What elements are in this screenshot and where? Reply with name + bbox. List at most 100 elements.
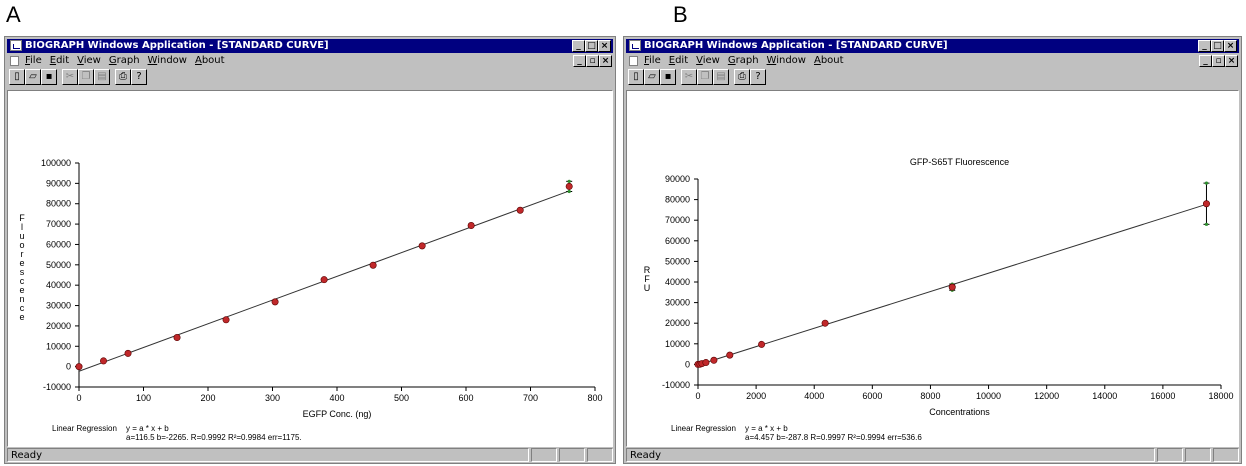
child-close-button[interactable]: × [599, 55, 612, 67]
x-tick-label: 100 [136, 393, 151, 403]
replicate-point [567, 189, 571, 194]
data-point [467, 222, 475, 230]
document-icon[interactable] [10, 56, 19, 66]
replicate-point [567, 179, 571, 183]
menu-window[interactable]: Window [147, 55, 187, 66]
data-point [100, 357, 108, 365]
child-restore-button[interactable]: ▫ [586, 55, 599, 67]
x-axis-label: Concentrations [929, 407, 990, 417]
menu-file[interactable]: File [644, 55, 661, 66]
y-tick-label: 20000 [46, 321, 71, 331]
chart-area: -10000 0 10000 20000 30000 40000 50000 60000 700… [7, 90, 613, 447]
menu-edit[interactable]: Edit [668, 55, 689, 66]
y-tick-label: 0 [685, 359, 690, 369]
print-icon[interactable]: ⎙ [734, 69, 750, 85]
toolbar: ▯ ▱ ▪ ✂ ❐ ▤ ⎙ ? [9, 69, 147, 87]
y-tick-label: 20000 [665, 318, 690, 328]
y-tick-label: -10000 [43, 382, 71, 392]
y-tick-label: 70000 [665, 215, 690, 225]
y-tick-label: 30000 [46, 301, 71, 311]
paste-icon[interactable]: ▤ [94, 69, 110, 85]
data-point [320, 276, 328, 284]
document-icon[interactable] [629, 56, 638, 66]
regression-parameters: a=4.457 b=-287.8 R=0.9997 R²=0.9994 err=… [745, 433, 922, 442]
data-point [758, 340, 766, 348]
x-tick-label: 200 [200, 393, 215, 403]
minimize-button[interactable]: _ [1198, 40, 1211, 52]
save-icon[interactable]: ▪ [660, 69, 676, 85]
data-point [710, 356, 718, 364]
data-point [75, 363, 83, 371]
new-file-icon[interactable]: ▯ [628, 69, 644, 85]
x-tick-label: 800 [587, 393, 602, 403]
data-point [271, 298, 279, 306]
y-tick-label: 50000 [46, 260, 71, 270]
menu-graph[interactable]: Graph [727, 55, 759, 66]
help-icon[interactable]: ? [131, 69, 147, 85]
open-folder-icon[interactable]: ▱ [25, 69, 41, 85]
new-file-icon[interactable]: ▯ [9, 69, 25, 85]
data-point [702, 359, 710, 367]
help-icon[interactable]: ? [750, 69, 766, 85]
paste-icon[interactable]: ▤ [713, 69, 729, 85]
x-tick-label: 700 [523, 393, 538, 403]
menu-about[interactable]: About [194, 55, 225, 66]
copy-icon[interactable]: ❐ [697, 69, 713, 85]
child-close-button[interactable]: × [1225, 55, 1238, 67]
title-bar[interactable]: BIOGRAPH Windows Application - [STANDARD… [626, 39, 1239, 53]
maximize-button[interactable]: □ [1211, 40, 1224, 52]
data-point [726, 351, 734, 359]
menu-about[interactable]: About [813, 55, 844, 66]
regression-label: Linear Regression [671, 424, 736, 433]
print-icon[interactable]: ⎙ [115, 69, 131, 85]
menu-graph[interactable]: Graph [108, 55, 140, 66]
menu-edit[interactable]: Edit [49, 55, 70, 66]
y-tick-label: 40000 [665, 277, 690, 287]
x-tick-label: 4000 [804, 391, 824, 401]
menu-window[interactable]: Window [766, 55, 806, 66]
child-restore-button[interactable]: ▫ [1212, 55, 1225, 67]
panel-label-a: A [6, 2, 21, 27]
status-cell [1157, 448, 1183, 462]
cut-icon[interactable]: ✂ [62, 69, 78, 85]
x-tick-label: 10000 [976, 391, 1001, 401]
menu-file[interactable]: File [25, 55, 42, 66]
child-minimize-button[interactable]: _ [1199, 55, 1212, 67]
menu-view[interactable]: View [696, 55, 720, 66]
copy-icon[interactable]: ❐ [78, 69, 94, 85]
standard-curve-chart: -10000 0 10000 20000 30000 40000 50000 60000 700… [19, 158, 602, 442]
y-tick-label: 90000 [46, 178, 71, 188]
close-button[interactable]: × [1224, 40, 1237, 52]
close-button[interactable]: × [598, 40, 611, 52]
y-tick-label: 30000 [665, 298, 690, 308]
maximize-button[interactable]: □ [585, 40, 598, 52]
data-point [565, 182, 573, 190]
toolbar: ▯ ▱ ▪ ✂ ❐ ▤ ⎙ ? [628, 69, 766, 87]
y-tick-label: 60000 [665, 236, 690, 246]
minimize-button[interactable]: _ [572, 40, 585, 52]
child-minimize-button[interactable]: _ [573, 55, 586, 67]
open-folder-icon[interactable]: ▱ [644, 69, 660, 85]
title-bar[interactable]: BIOGRAPH Windows Application - [STANDARD… [7, 39, 613, 53]
chart-title: GFP-S65T Fluorescence [910, 157, 1009, 167]
cut-icon[interactable]: ✂ [681, 69, 697, 85]
regression-equation: y = a * x + b [745, 424, 788, 433]
menu-bar: File Edit View Graph Window About _ ▫ × [7, 54, 613, 68]
save-icon[interactable]: ▪ [41, 69, 57, 85]
data-point [222, 316, 230, 324]
y-tick-label: 10000 [665, 339, 690, 349]
data-point [418, 242, 426, 250]
status-cell [531, 448, 557, 462]
regression-label: Linear Regression [52, 424, 117, 433]
x-tick-label: 500 [394, 393, 409, 403]
x-tick-label: 8000 [920, 391, 940, 401]
menu-view[interactable]: View [77, 55, 101, 66]
status-bar: Ready [7, 448, 613, 462]
regression-parameters: a=116.5 b=-2265. R=0.9992 R²=0.9984 err=… [126, 433, 302, 442]
status-text: Ready [626, 448, 1155, 462]
status-cell [559, 448, 585, 462]
app-icon[interactable] [10, 40, 22, 51]
app-icon[interactable] [629, 40, 641, 51]
x-tick-label: 0 [695, 391, 700, 401]
